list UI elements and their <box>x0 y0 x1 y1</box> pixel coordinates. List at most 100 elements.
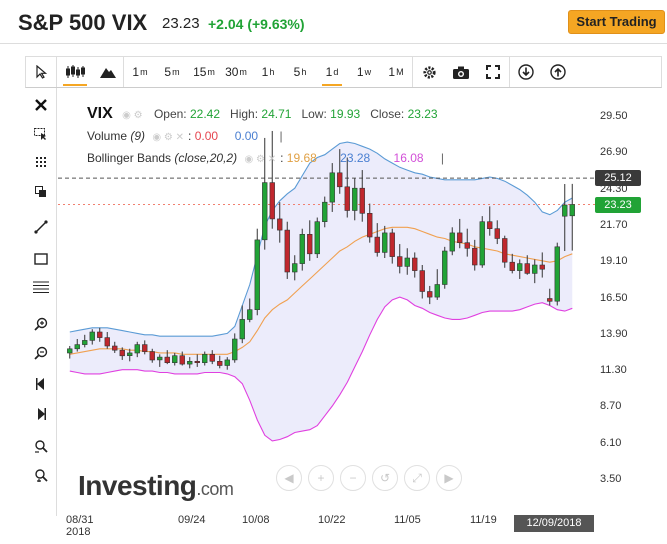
auto-scale-icon[interactable] <box>29 464 53 486</box>
candle-body <box>322 201 328 222</box>
candle-body <box>277 218 283 231</box>
upload-icon[interactable] <box>542 57 574 87</box>
y-axis-tick-label: 19.10 <box>600 255 628 268</box>
candle-body <box>292 263 298 273</box>
nav-left-icon[interactable]: ◀ <box>276 465 302 491</box>
nav-zoom-in-icon[interactable]: + <box>308 465 334 491</box>
camera-icon[interactable] <box>445 57 477 87</box>
nav-reset-icon[interactable]: ↺ <box>372 465 398 491</box>
copy-tool-icon[interactable] <box>29 181 53 203</box>
candle-body <box>502 238 508 263</box>
zoom-in-icon[interactable] <box>29 313 53 335</box>
candle-body <box>344 186 350 211</box>
legend-symbol: VIX <box>87 105 113 122</box>
volume-settings-icons[interactable]: ◉ ⚙ ✕ <box>152 132 185 143</box>
gear-icon[interactable] <box>413 57 445 87</box>
download-icon[interactable] <box>510 57 542 87</box>
nav-fit-icon[interactable]: ⤢ <box>404 465 430 491</box>
scroll-left-icon[interactable] <box>29 373 53 395</box>
volume-value-2: 0.00 <box>234 129 259 143</box>
volume-row: Volume (9) ◉ ⚙ ✕: 0.00 0.00 | <box>87 129 283 143</box>
zoom-reset-icon[interactable] <box>29 435 53 457</box>
price-axis[interactable]: 29.50 26.90 24.30 21.70 19.10 16.50 13.90 11.30… <box>598 88 658 516</box>
candle-body <box>337 172 343 188</box>
candle-body <box>104 337 110 347</box>
candle-body <box>239 319 245 340</box>
trendline-tool-icon[interactable] <box>29 216 53 238</box>
candle-body <box>119 349 125 357</box>
candle-body <box>524 263 530 274</box>
candle-body <box>82 340 88 345</box>
nav-zoom-out-icon[interactable]: − <box>340 465 366 491</box>
candle-body <box>194 360 200 363</box>
bollinger-row: Bollinger Bands (close,20,2) ◉ ⚙ ✕: 19.6… <box>87 151 445 165</box>
open-value: 22.42 <box>190 107 221 121</box>
close-icon[interactable] <box>29 94 53 116</box>
candle-body <box>127 352 133 356</box>
chart-navigation: ◀ + − ↺ ⤢ ▶ <box>276 465 466 491</box>
zoom-out-icon[interactable] <box>29 342 53 364</box>
crosshair-tool-icon[interactable] <box>29 152 53 174</box>
candle-body <box>442 250 448 285</box>
crosshair-date-tag: 12/09/2018 <box>514 515 594 532</box>
volume-label: Volume <box>87 129 128 143</box>
scroll-right-icon[interactable] <box>29 403 53 425</box>
open-label: Open: <box>153 107 187 121</box>
candle-body <box>509 261 515 271</box>
last-price: 23.23 <box>162 15 200 32</box>
start-trading-button[interactable]: Start Trading <box>568 10 665 34</box>
candle-body <box>539 264 545 270</box>
candle-body <box>479 221 485 266</box>
bollinger-settings-icons[interactable]: ◉ ⚙ ✕ <box>244 154 277 165</box>
candle-body <box>172 355 178 364</box>
y-axis-tick-label: 21.70 <box>600 218 628 231</box>
candle-body <box>434 284 440 298</box>
rectangle-tool-icon[interactable] <box>29 248 53 270</box>
instrument-title: S&P 500 VIX <box>18 10 148 35</box>
toolbar-divider <box>509 57 510 87</box>
interval-button-15m[interactable]: 15 m <box>193 65 215 79</box>
candle-body <box>532 264 538 274</box>
cursor-icon[interactable] <box>26 57 56 87</box>
candle-body <box>457 232 463 243</box>
high-label: High: <box>230 107 259 121</box>
select-tool-icon[interactable] <box>29 123 53 145</box>
y-axis-tick-label: 29.50 <box>600 110 628 122</box>
nav-right-icon[interactable]: ▶ <box>436 465 462 491</box>
price-chart[interactable] <box>58 88 598 516</box>
x-axis-tick-label: 09/24 <box>178 514 206 526</box>
candle-body <box>449 232 455 252</box>
candle-body <box>224 359 230 366</box>
x-axis-tick-label: 10/08 <box>242 514 270 526</box>
area-chart-icon[interactable] <box>93 57 123 87</box>
candle-body <box>209 353 215 362</box>
fibonacci-tool-icon[interactable] <box>29 276 53 298</box>
candle-body <box>412 257 418 271</box>
candle-body <box>464 242 470 249</box>
toolbar-divider <box>412 57 413 87</box>
y-axis-tick-label: 3.50 <box>600 473 622 485</box>
investing-logo: Investing.com <box>78 470 234 502</box>
x-axis-tick-label: 11/19 <box>470 514 497 526</box>
y-axis-tick-label: 11.30 <box>600 364 627 377</box>
time-axis[interactable]: 08/31 2018 09/24 10/08 10/22 11/05 11/19 <box>58 512 598 544</box>
interval-button-30m[interactable]: 30 m <box>225 65 247 79</box>
candle-body <box>299 234 305 264</box>
low-label: Low: <box>301 107 327 121</box>
candle-body <box>217 360 223 366</box>
candle-body <box>149 351 155 361</box>
legend-visibility-icons[interactable]: ◉ ⚙ <box>122 110 143 121</box>
ohlc-row: VIX ◉ ⚙ Open: 22.42 High: 24.71 Low: 19.… <box>87 103 444 126</box>
volume-value-1: 0.00 <box>194 129 219 143</box>
candlestick-chart-icon[interactable] <box>57 57 93 87</box>
logo-suffix: .com <box>196 479 234 499</box>
fullscreen-icon[interactable] <box>477 57 509 87</box>
bollinger-label: Bollinger Bands <box>87 151 172 165</box>
